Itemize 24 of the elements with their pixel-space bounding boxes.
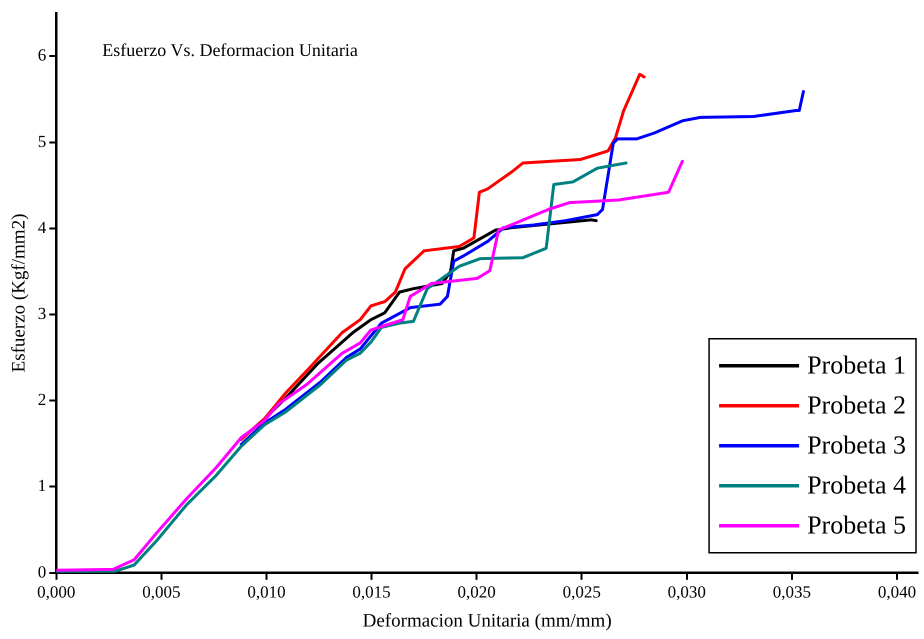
legend-label: Probeta 5: [807, 510, 906, 540]
y-tick-label: 3: [38, 304, 46, 323]
y-tick-label: 2: [38, 390, 46, 410]
legend-label: Probeta 4: [807, 470, 906, 500]
x-tick-label: 0,005: [142, 582, 181, 602]
x-tick-label: 0,000: [37, 582, 76, 602]
x-tick-label: 0,015: [352, 582, 391, 602]
y-tick-label: 4: [38, 218, 47, 237]
x-tick-label: 0,040: [878, 582, 916, 602]
x-tick-label: 0,025: [562, 582, 601, 602]
x-tick-label: 0,020: [458, 582, 496, 602]
text: Esfuerzo Vs. Deformacion Unitaria: [102, 40, 358, 60]
y-tick-label: 5: [38, 132, 46, 151]
legend-label: Probeta 1: [807, 350, 906, 380]
y-axis-title: Esfuerzo (Kgf/mm2): [8, 214, 30, 372]
legend-label: Probeta 2: [807, 390, 906, 420]
y-tick-label: 6: [38, 46, 46, 65]
y-tick-label: 1: [38, 476, 46, 496]
x-tick-label: 0,035: [772, 582, 812, 602]
y-tick-label: 0: [38, 562, 46, 582]
x-tick-label: 0,010: [247, 582, 286, 602]
legend-label: Probeta 3: [807, 430, 906, 460]
x-tick-label: 0,030: [668, 582, 706, 602]
x-axis-title: Deformacion Unitaria (mm/mm): [362, 610, 612, 632]
